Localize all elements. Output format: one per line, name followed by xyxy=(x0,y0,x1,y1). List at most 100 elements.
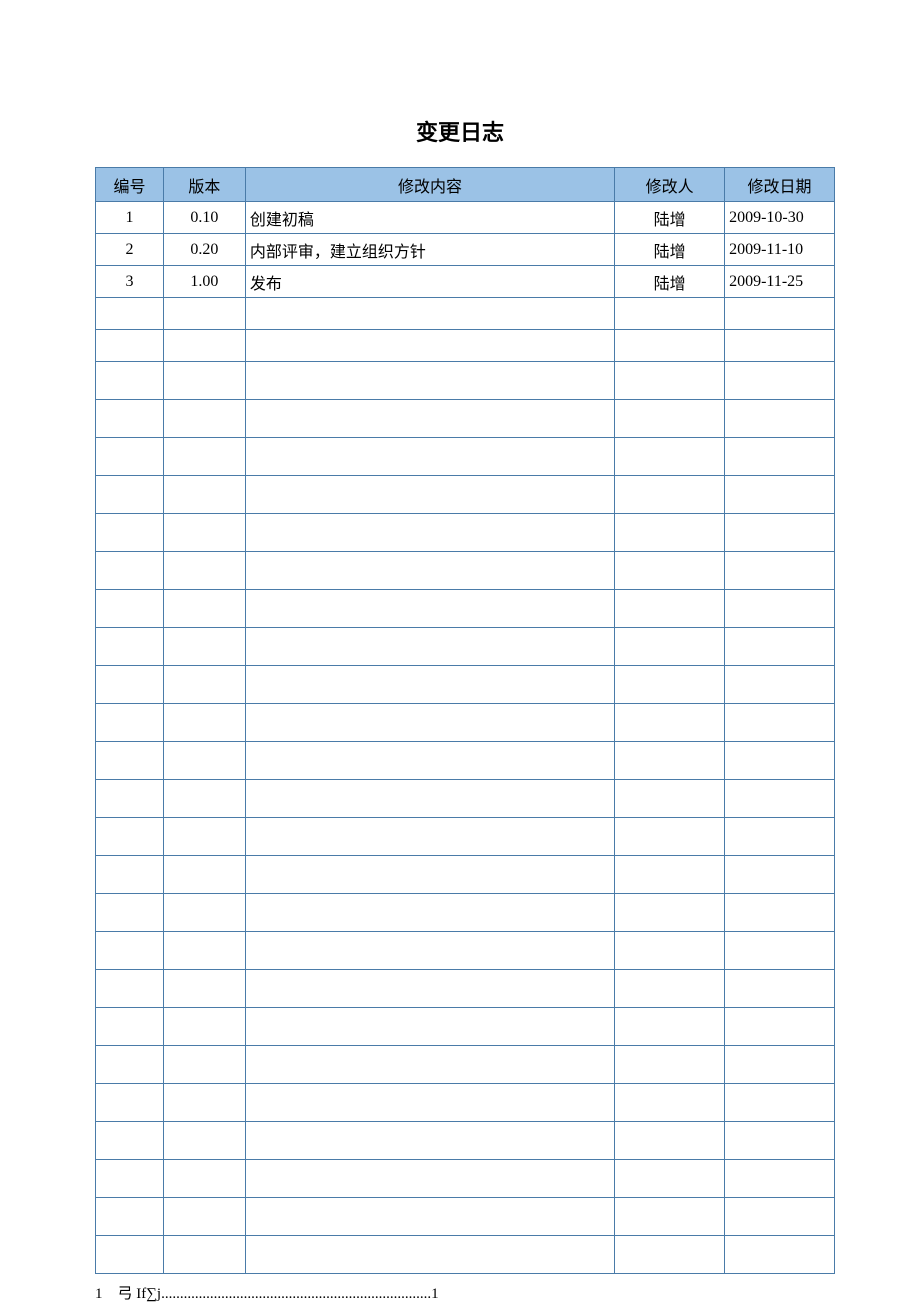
table-row xyxy=(96,818,835,856)
cell-version xyxy=(163,970,245,1008)
table-row xyxy=(96,552,835,590)
cell-date xyxy=(725,1046,835,1084)
cell-date xyxy=(725,1160,835,1198)
cell-author: 陆增 xyxy=(615,202,725,234)
cell-date xyxy=(725,298,835,330)
cell-author xyxy=(615,330,725,362)
cell-number: 3 xyxy=(96,266,164,298)
cell-number xyxy=(96,330,164,362)
table-row xyxy=(96,704,835,742)
cell-content xyxy=(245,1198,614,1236)
footer-line: 1 弓 If∑j................................… xyxy=(95,1282,920,1303)
cell-number xyxy=(96,400,164,438)
table-row xyxy=(96,894,835,932)
cell-version xyxy=(163,742,245,780)
cell-version xyxy=(163,666,245,704)
cell-version xyxy=(163,628,245,666)
cell-content xyxy=(245,330,614,362)
cell-version xyxy=(163,1236,245,1274)
table-row: 20.20内部评审，建立组织方针陆增2009-11-10 xyxy=(96,234,835,266)
cell-author xyxy=(615,742,725,780)
cell-date xyxy=(725,818,835,856)
cell-author xyxy=(615,1046,725,1084)
table-row xyxy=(96,1198,835,1236)
cell-number xyxy=(96,362,164,400)
cell-date xyxy=(725,590,835,628)
cell-date xyxy=(725,362,835,400)
table-row xyxy=(96,932,835,970)
table-row xyxy=(96,476,835,514)
cell-author: 陆增 xyxy=(615,234,725,266)
cell-content xyxy=(245,400,614,438)
cell-author xyxy=(615,1122,725,1160)
cell-content xyxy=(245,1160,614,1198)
cell-date xyxy=(725,1236,835,1274)
cell-date xyxy=(725,1008,835,1046)
table-row xyxy=(96,438,835,476)
cell-author xyxy=(615,438,725,476)
cell-date xyxy=(725,628,835,666)
cell-version xyxy=(163,780,245,818)
cell-content xyxy=(245,1008,614,1046)
table-row xyxy=(96,400,835,438)
cell-author xyxy=(615,400,725,438)
cell-content xyxy=(245,514,614,552)
table-row xyxy=(96,1122,835,1160)
cell-content xyxy=(245,1084,614,1122)
cell-date xyxy=(725,330,835,362)
cell-number xyxy=(96,856,164,894)
cell-author xyxy=(615,932,725,970)
cell-date xyxy=(725,704,835,742)
cell-version xyxy=(163,330,245,362)
cell-date xyxy=(725,666,835,704)
table-row: 10.10创建初稿陆增2009-10-30 xyxy=(96,202,835,234)
cell-content xyxy=(245,894,614,932)
cell-number xyxy=(96,590,164,628)
cell-version xyxy=(163,856,245,894)
cell-content xyxy=(245,628,614,666)
cell-content xyxy=(245,1236,614,1274)
table-row xyxy=(96,1160,835,1198)
table-row xyxy=(96,298,835,330)
cell-author xyxy=(615,514,725,552)
cell-version xyxy=(163,590,245,628)
cell-author xyxy=(615,666,725,704)
cell-author xyxy=(615,704,725,742)
table-row xyxy=(96,1084,835,1122)
cell-version xyxy=(163,1084,245,1122)
cell-content xyxy=(245,704,614,742)
cell-version xyxy=(163,932,245,970)
table-row xyxy=(96,1236,835,1274)
cell-version xyxy=(163,438,245,476)
cell-version xyxy=(163,1122,245,1160)
cell-content xyxy=(245,1046,614,1084)
cell-number xyxy=(96,932,164,970)
cell-content xyxy=(245,590,614,628)
cell-content xyxy=(245,742,614,780)
cell-content xyxy=(245,818,614,856)
cell-number xyxy=(96,1008,164,1046)
cell-author xyxy=(615,590,725,628)
table-header-row: 编号 版本 修改内容 修改人 修改日期 xyxy=(96,168,835,202)
table-row xyxy=(96,1008,835,1046)
cell-version xyxy=(163,704,245,742)
cell-version xyxy=(163,400,245,438)
cell-number xyxy=(96,1046,164,1084)
cell-author xyxy=(615,298,725,330)
cell-number xyxy=(96,1084,164,1122)
cell-number xyxy=(96,704,164,742)
cell-version xyxy=(163,818,245,856)
cell-content: 发布 xyxy=(245,266,614,298)
table-row xyxy=(96,590,835,628)
cell-version: 0.20 xyxy=(163,234,245,266)
cell-version xyxy=(163,894,245,932)
cell-date xyxy=(725,932,835,970)
cell-version: 0.10 xyxy=(163,202,245,234)
cell-number xyxy=(96,894,164,932)
cell-date xyxy=(725,856,835,894)
table-row xyxy=(96,1046,835,1084)
table-row xyxy=(96,970,835,1008)
table-row xyxy=(96,628,835,666)
cell-version: 1.00 xyxy=(163,266,245,298)
cell-date: 2009-11-25 xyxy=(725,266,835,298)
